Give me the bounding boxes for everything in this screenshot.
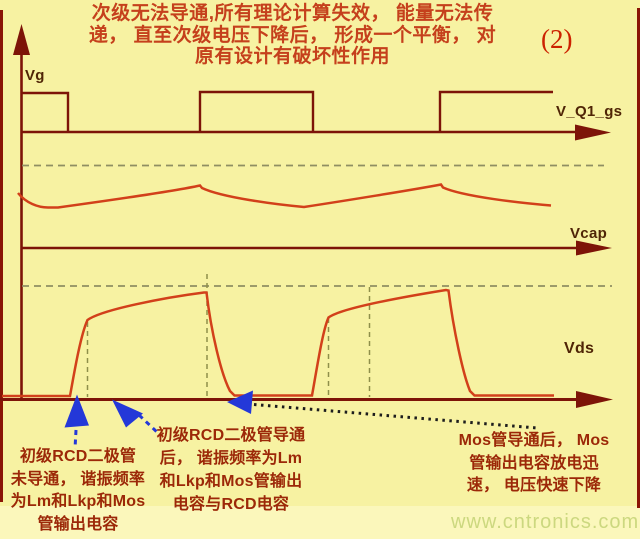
- leader-middle: [137, 413, 160, 435]
- vcap-waveform: [17, 183, 552, 209]
- leader-lines: [73, 403, 538, 450]
- track1-axis-arrowhead: [575, 124, 611, 141]
- annotation-right: Mos管导通后， Mos 管输出电容放电迅 速， 电压快速下降: [458, 432, 610, 494]
- track3-axis-arrowhead: [576, 391, 613, 408]
- track2-axis-arrowhead: [576, 240, 612, 256]
- vds-waveform: [2, 288, 554, 398]
- vcap-label: Vcap: [570, 225, 608, 242]
- vg-label: Vg: [25, 67, 45, 84]
- leader-right: [253, 403, 538, 430]
- top-note: 次级无法导通,所有理论计算失效， 能量无法传 递， 直至次级电压下降后， 形成一…: [88, 3, 497, 67]
- figure-number: (2): [541, 24, 573, 54]
- callout-arrows: [64, 390, 253, 428]
- bottom-light-band: [0, 506, 640, 539]
- dashed-reference-lines: [22, 164, 612, 287]
- annotation-left: 初级RCD二极管 未导通， 谐振频率 为Lm和Lkp和Mos 管输出电容: [10, 448, 146, 533]
- left-border-stripe: [0, 10, 3, 502]
- leader-left: [73, 429, 78, 450]
- vds-label: Vds: [564, 340, 595, 357]
- arrow-falling-edge: [227, 390, 253, 414]
- annotation-middle: 初级RCD二极管导通 后， 谐振频率为Lm 和Lkp和Mos管输出 电容与RCD…: [156, 427, 306, 513]
- arrow-plateau: [112, 399, 143, 428]
- right-border-stripe: [637, 8, 640, 508]
- vertical-dashed-markers: [86, 274, 371, 397]
- vq1gs-label: V_Q1_gs: [556, 103, 623, 120]
- axes: [0, 24, 613, 408]
- arrow-rising-edge: [64, 394, 89, 428]
- watermark: www.cntronics.com: [451, 511, 640, 533]
- gate-pulse-waveform: [21, 90, 553, 131]
- y-axis-arrowhead: [13, 24, 30, 55]
